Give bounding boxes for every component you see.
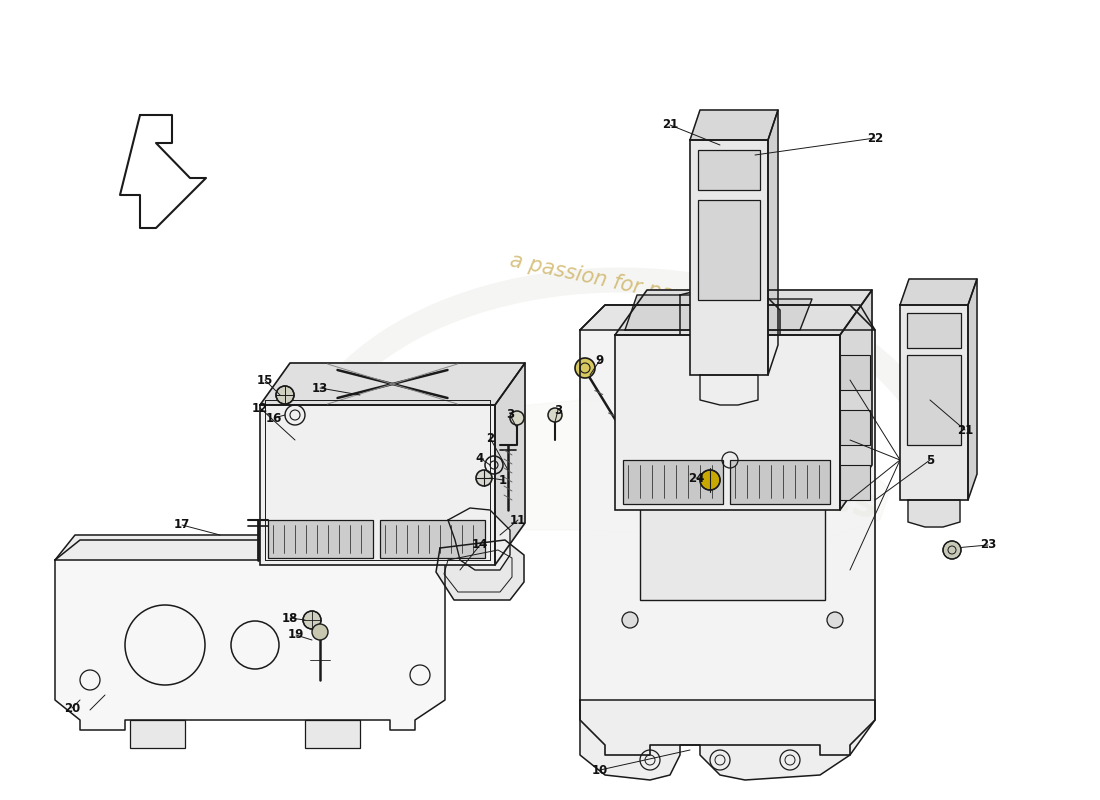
Polygon shape	[270, 455, 324, 490]
Polygon shape	[495, 363, 525, 565]
Polygon shape	[908, 500, 960, 527]
Circle shape	[700, 470, 720, 490]
Bar	[730, 460, 830, 504]
Text: 16: 16	[266, 411, 283, 425]
Text: 23: 23	[980, 538, 997, 551]
Text: 9: 9	[596, 354, 604, 366]
Polygon shape	[840, 290, 872, 510]
Circle shape	[548, 408, 562, 422]
Polygon shape	[260, 363, 525, 405]
Text: 10: 10	[592, 763, 608, 777]
Text: 21: 21	[957, 423, 974, 437]
Bar	[840, 410, 870, 445]
Circle shape	[621, 362, 638, 378]
Polygon shape	[900, 279, 977, 305]
Text: 13: 13	[312, 382, 328, 394]
Bar	[690, 140, 768, 375]
Polygon shape	[968, 279, 977, 500]
Circle shape	[302, 611, 321, 629]
Bar	[698, 150, 760, 190]
Text: 15: 15	[256, 374, 273, 386]
Circle shape	[510, 411, 524, 425]
Circle shape	[276, 386, 294, 404]
Bar	[268, 520, 373, 558]
Polygon shape	[448, 508, 510, 570]
Bar	[900, 305, 968, 500]
Bar	[623, 460, 723, 504]
Text: 3: 3	[554, 403, 562, 417]
Polygon shape	[768, 110, 778, 375]
Polygon shape	[55, 540, 446, 730]
Text: 1: 1	[499, 474, 507, 486]
Polygon shape	[690, 110, 778, 140]
Text: 2: 2	[486, 431, 494, 445]
Polygon shape	[680, 290, 780, 555]
Circle shape	[575, 358, 595, 378]
Polygon shape	[580, 700, 874, 780]
Polygon shape	[270, 410, 360, 455]
Text: 12: 12	[252, 402, 268, 414]
Bar	[840, 355, 870, 390]
Circle shape	[476, 470, 492, 486]
Bar	[908, 355, 961, 445]
Text: 19: 19	[288, 629, 305, 642]
Polygon shape	[625, 295, 717, 330]
Bar	[840, 465, 870, 500]
Text: 18: 18	[282, 611, 298, 625]
Text: 24: 24	[688, 471, 704, 485]
Text: 4: 4	[476, 451, 484, 465]
Circle shape	[312, 624, 328, 640]
Bar	[305, 720, 360, 748]
Text: 14: 14	[472, 538, 488, 551]
Circle shape	[621, 612, 638, 628]
Polygon shape	[580, 305, 874, 330]
Circle shape	[827, 362, 843, 378]
Bar	[908, 313, 961, 348]
Bar	[260, 405, 495, 565]
Text: 21: 21	[662, 118, 678, 131]
Bar	[379, 520, 485, 558]
Text: eurospares: eurospares	[615, 432, 881, 528]
Polygon shape	[615, 290, 872, 335]
Bar	[698, 200, 760, 300]
Text: 22: 22	[867, 131, 883, 145]
Bar	[615, 335, 840, 510]
Text: 3: 3	[506, 409, 514, 422]
Bar	[640, 380, 825, 600]
Bar	[130, 720, 185, 748]
Text: 11: 11	[510, 514, 526, 526]
Polygon shape	[436, 540, 524, 600]
Text: 17: 17	[174, 518, 190, 531]
Text: 20: 20	[64, 702, 80, 714]
Polygon shape	[700, 375, 758, 405]
Circle shape	[827, 612, 843, 628]
Polygon shape	[55, 535, 446, 560]
Circle shape	[943, 541, 961, 559]
Text: a passion for parts: a passion for parts	[508, 250, 702, 310]
Polygon shape	[320, 400, 890, 540]
Text: 5: 5	[926, 454, 934, 466]
Polygon shape	[580, 305, 874, 755]
Polygon shape	[715, 299, 812, 330]
Text: since 1995: since 1995	[712, 370, 872, 430]
